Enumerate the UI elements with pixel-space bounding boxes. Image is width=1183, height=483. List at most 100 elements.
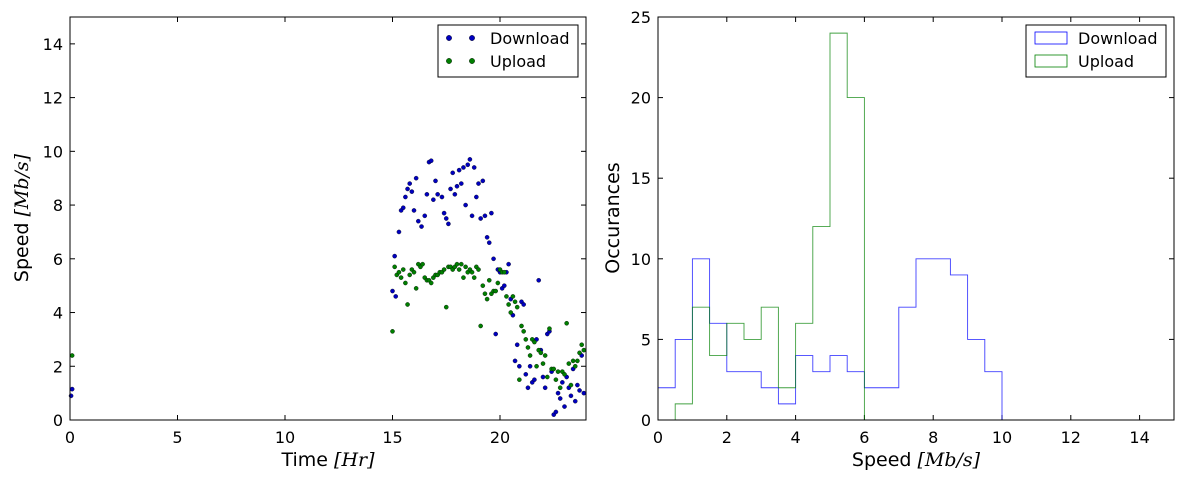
upload-point — [555, 369, 561, 374]
histogram-ytick-label: 10 — [631, 250, 651, 269]
scatter-xtick-label: 20 — [490, 428, 510, 447]
upload-point — [398, 275, 404, 280]
scatter-panel: 0 5 10 15 20 0 2 4 6 8 10 12 14 Time [Hr] Speed [Mb/… — [11, 16, 587, 471]
download-point — [439, 194, 445, 200]
download-point — [69, 386, 75, 392]
download-point — [452, 192, 458, 197]
upload-point — [390, 329, 395, 334]
download-point — [489, 210, 494, 216]
download-point — [506, 261, 511, 267]
histogram-ytick-label: 0 — [641, 411, 651, 430]
scatter-xtick-label: 15 — [382, 428, 402, 447]
download-point — [407, 181, 412, 186]
download-point — [435, 192, 440, 197]
upload-point — [527, 353, 533, 358]
download-point — [456, 167, 462, 173]
upload-point — [403, 280, 408, 286]
download-point — [480, 178, 486, 184]
upload-point — [519, 323, 524, 329]
scatter-legend: Download Upload — [437, 24, 579, 78]
scatter-legend-frame — [437, 24, 579, 78]
upload-point — [478, 323, 483, 329]
download-point — [577, 388, 582, 393]
download-point — [469, 213, 475, 219]
upload-point — [459, 261, 464, 267]
scatter-points — [68, 157, 587, 417]
download-point — [471, 165, 477, 170]
upload-point — [411, 269, 417, 275]
download-point — [443, 216, 449, 221]
scatter-ylabel: Speed [Mb/s] — [11, 153, 33, 282]
upload-point — [562, 372, 567, 377]
scatter-axes-frame — [69, 16, 587, 421]
upload-point — [396, 269, 402, 275]
upload-point — [456, 267, 462, 272]
upload-point — [545, 374, 550, 380]
upload-point — [525, 345, 531, 350]
upload-point — [568, 382, 574, 388]
download-point — [542, 385, 548, 391]
histogram-xtick-label: 6 — [859, 428, 869, 447]
upload-point — [441, 267, 447, 272]
upload-point — [577, 350, 582, 356]
download-point — [514, 342, 520, 348]
upload-point — [413, 286, 419, 291]
download-point — [555, 390, 561, 396]
upload-point — [517, 377, 522, 382]
download-point — [512, 358, 518, 364]
download-point — [428, 158, 434, 164]
scatter-ytick-label: 6 — [53, 250, 63, 269]
histogram-axis-ticks: 0 2 4 6 8 10 12 14 0 5 10 15 20 25 — [631, 8, 1174, 447]
upload-point — [502, 269, 507, 275]
upload-point — [480, 283, 486, 288]
upload-point — [506, 302, 511, 307]
download-point — [461, 165, 466, 170]
download-point — [568, 393, 574, 399]
download-point — [581, 390, 587, 396]
download-point — [491, 256, 496, 262]
scatter-legend-download: Download — [490, 29, 570, 48]
upload-point — [540, 361, 546, 366]
download-point — [396, 229, 402, 235]
upload-point — [512, 299, 518, 305]
upload-point — [495, 280, 501, 286]
download-point — [527, 363, 533, 369]
upload-point — [407, 272, 412, 278]
upload-point — [471, 275, 477, 280]
download-point — [562, 404, 567, 409]
upload-point — [443, 304, 449, 310]
scatter-xtick-label: 10 — [275, 428, 295, 447]
scatter-ytick-label: 2 — [53, 357, 63, 376]
download-point — [390, 288, 395, 294]
upload-point — [570, 358, 576, 364]
upload-point — [566, 361, 572, 366]
download-point — [403, 194, 408, 200]
download-point — [521, 302, 526, 307]
download-point — [431, 197, 436, 202]
download-point — [422, 213, 428, 219]
download-point — [433, 178, 438, 184]
upload-point — [484, 296, 490, 302]
download-point — [459, 181, 464, 186]
download-point — [392, 253, 397, 259]
download-point — [411, 208, 417, 213]
histogram-legend-swatch-download — [1034, 31, 1068, 45]
download-point — [409, 189, 415, 194]
download-point — [553, 409, 559, 415]
histogram-ylabel: Occurances — [602, 162, 624, 273]
upload-point — [542, 353, 548, 358]
scatter-ytick-label: 12 — [43, 89, 63, 108]
upload-point — [538, 350, 544, 356]
upload-point — [69, 353, 75, 358]
download-point — [536, 278, 541, 283]
download-point — [424, 192, 430, 197]
histogram-ytick-label: 15 — [631, 169, 651, 188]
upload-point — [534, 363, 539, 369]
upload-point — [454, 261, 460, 267]
download-point — [517, 363, 522, 369]
download-point — [540, 374, 546, 380]
scatter-ytick-label: 14 — [43, 35, 63, 54]
histogram-xtick-label: 12 — [1061, 428, 1081, 447]
download-point — [405, 186, 410, 192]
download-point — [560, 380, 565, 385]
